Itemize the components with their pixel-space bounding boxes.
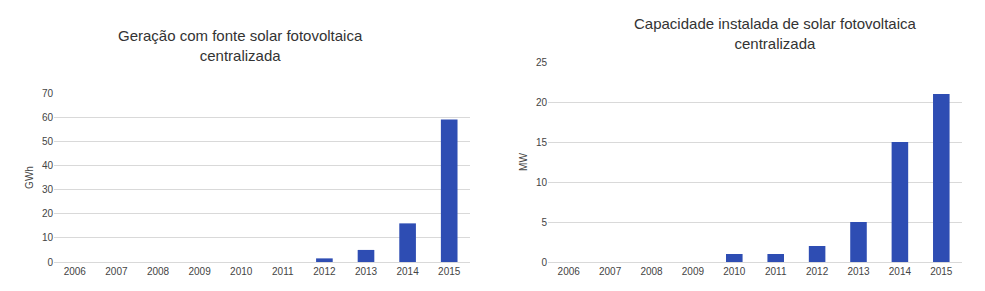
svg-text:MW: MW — [518, 153, 529, 171]
svg-text:2007: 2007 — [105, 266, 128, 277]
svg-text:2008: 2008 — [640, 266, 663, 277]
svg-text:60: 60 — [42, 112, 54, 123]
svg-text:10: 10 — [536, 177, 548, 188]
svg-text:40: 40 — [42, 160, 54, 171]
svg-text:5: 5 — [541, 217, 547, 228]
svg-text:15: 15 — [536, 137, 548, 148]
svg-text:20: 20 — [536, 97, 548, 108]
svg-text:2011: 2011 — [272, 266, 294, 277]
svg-text:2008: 2008 — [147, 266, 170, 277]
svg-text:30: 30 — [42, 184, 54, 195]
svg-text:2006: 2006 — [64, 266, 87, 277]
svg-text:0: 0 — [541, 257, 547, 268]
svg-text:2010: 2010 — [230, 266, 253, 277]
svg-text:0: 0 — [47, 257, 53, 268]
svg-text:2014: 2014 — [396, 266, 419, 277]
svg-text:2007: 2007 — [599, 266, 622, 277]
svg-text:10: 10 — [42, 232, 54, 243]
svg-text:70: 70 — [42, 88, 54, 99]
svg-text:2010: 2010 — [723, 266, 746, 277]
svg-text:GWh: GWh — [24, 166, 35, 189]
svg-text:2012: 2012 — [806, 266, 829, 277]
svg-text:2015: 2015 — [930, 266, 953, 277]
svg-text:20: 20 — [42, 208, 54, 219]
svg-text:2013: 2013 — [355, 266, 378, 277]
svg-text:50: 50 — [42, 136, 54, 147]
svg-text:2013: 2013 — [847, 266, 870, 277]
svg-text:2014: 2014 — [889, 266, 912, 277]
svg-text:2009: 2009 — [188, 266, 211, 277]
svg-text:25: 25 — [536, 57, 548, 68]
svg-text:Geração com fonte solar fotovo: Geração com fonte solar fotovoltaicacent… — [118, 27, 363, 64]
svg-text:2011: 2011 — [765, 266, 787, 277]
svg-text:2015: 2015 — [438, 266, 461, 277]
svg-text:2012: 2012 — [313, 266, 336, 277]
svg-text:2009: 2009 — [682, 266, 705, 277]
svg-text:2006: 2006 — [558, 266, 581, 277]
svg-text:Capacidade instalada de solar: Capacidade instalada de solar fotovoltai… — [634, 15, 917, 52]
